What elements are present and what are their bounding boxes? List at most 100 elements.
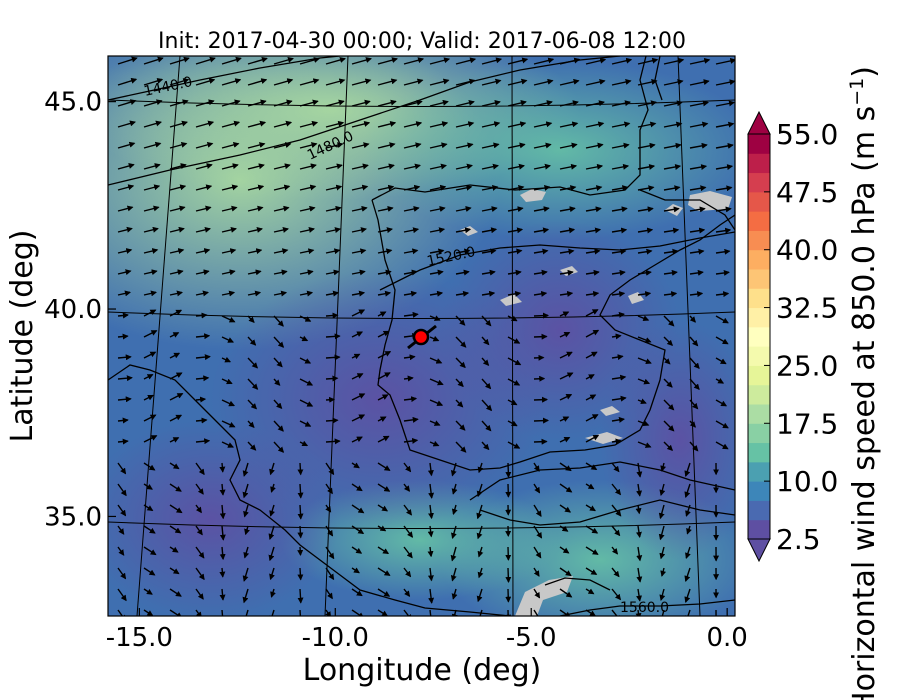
wind-vector <box>533 163 551 170</box>
wind-vector <box>611 588 622 601</box>
wind-vector <box>451 483 458 495</box>
wind-vector <box>684 483 691 498</box>
wind-vector <box>143 483 153 490</box>
wind-vector <box>429 121 449 128</box>
wind-vector <box>477 567 484 579</box>
wind-vector <box>507 100 527 107</box>
wind-vector <box>117 77 138 86</box>
wind-vector <box>273 163 291 170</box>
wind-vector <box>585 525 599 534</box>
wind-vector <box>299 57 320 65</box>
wind-vector <box>403 483 411 492</box>
wind-vector <box>481 142 500 149</box>
wind-vector <box>585 227 602 234</box>
wind-vector <box>429 99 449 107</box>
wind-vector <box>611 546 619 555</box>
wind-vector <box>169 525 182 534</box>
wind-vector <box>689 79 710 86</box>
colorbar-bin <box>748 211 770 231</box>
wind-vector <box>221 315 236 323</box>
wind-vector <box>242 588 249 604</box>
wind-vector <box>611 121 631 128</box>
wind-vector <box>427 567 434 582</box>
wind-vector <box>117 141 136 149</box>
wind-vector <box>689 142 708 149</box>
wind-vector <box>403 121 423 128</box>
wind-vector <box>377 567 391 576</box>
wind-vector <box>481 227 498 234</box>
wind-vector <box>143 290 157 297</box>
wind-vector <box>299 184 317 191</box>
geopotential-contours <box>108 56 735 616</box>
wind-vector <box>481 269 496 276</box>
colorbar-tick-label: 10.0 <box>776 465 838 498</box>
wind-vector <box>299 227 315 233</box>
wind-vector <box>247 142 266 149</box>
wind-vector <box>351 373 364 380</box>
wind-vector <box>481 336 490 346</box>
colorbar-label-main: Horizontal wind speed at 850.0 hPa (m s <box>847 106 882 700</box>
wind-vector <box>507 78 528 86</box>
wind-vector <box>195 333 211 340</box>
wind-vector <box>243 546 250 559</box>
colorbar-bin <box>748 461 770 482</box>
wind-vector <box>455 57 477 65</box>
wind-vector <box>143 373 154 380</box>
wind-vector <box>429 420 441 426</box>
wind-vector <box>636 546 643 562</box>
wind-vector <box>429 335 440 342</box>
wind-vector <box>325 142 344 149</box>
wind-vector <box>715 336 729 345</box>
wind-vector <box>559 121 579 128</box>
wind-vector <box>611 354 624 361</box>
wind-vector <box>403 163 421 170</box>
wind-vector <box>117 504 127 517</box>
wind-vector <box>242 567 249 582</box>
wind-vector <box>351 462 360 469</box>
wind-vector <box>377 416 387 422</box>
wind-vector <box>117 333 129 340</box>
wind-vector <box>247 315 255 324</box>
wind-vector <box>403 375 414 382</box>
wind-vector <box>715 185 733 192</box>
wind-vector <box>403 416 419 423</box>
wind-vector <box>660 462 667 472</box>
colorbar-bin <box>748 384 770 405</box>
wind-vector <box>117 226 133 233</box>
wind-vector <box>427 462 434 477</box>
wind-vector <box>219 462 226 473</box>
wind-vector <box>507 357 522 366</box>
wind-vector <box>219 525 226 541</box>
wind-vector <box>611 142 630 149</box>
wind-vector <box>325 227 341 233</box>
wind-vector <box>507 142 526 149</box>
wind-vector <box>635 609 642 616</box>
wind-vector <box>325 269 340 276</box>
wind-vector <box>585 329 600 338</box>
wind-vector <box>427 525 434 538</box>
wind-vector <box>377 163 395 170</box>
wind-vector <box>195 483 204 495</box>
wind-vector <box>247 420 255 429</box>
wind-vector <box>636 567 643 583</box>
wind-vector <box>715 164 734 171</box>
wind-vector <box>481 290 496 297</box>
wind-vector <box>297 588 304 604</box>
wind-vector <box>351 414 366 422</box>
wind-vector <box>403 142 422 149</box>
wind-vector <box>585 121 605 128</box>
wind-vector <box>661 609 665 616</box>
wind-vector <box>351 483 363 492</box>
wind-vector <box>195 163 213 170</box>
colorbar-bin <box>748 442 770 463</box>
wind-vector <box>689 357 700 370</box>
wind-vector <box>455 184 473 191</box>
wind-vector <box>455 441 467 453</box>
wind-vector <box>663 121 683 128</box>
wind-vector <box>117 483 127 497</box>
wind-vector <box>325 78 346 86</box>
wind-vector <box>117 312 129 319</box>
x-tick-label: -5.0 <box>506 623 557 653</box>
wind-vector <box>143 205 160 212</box>
